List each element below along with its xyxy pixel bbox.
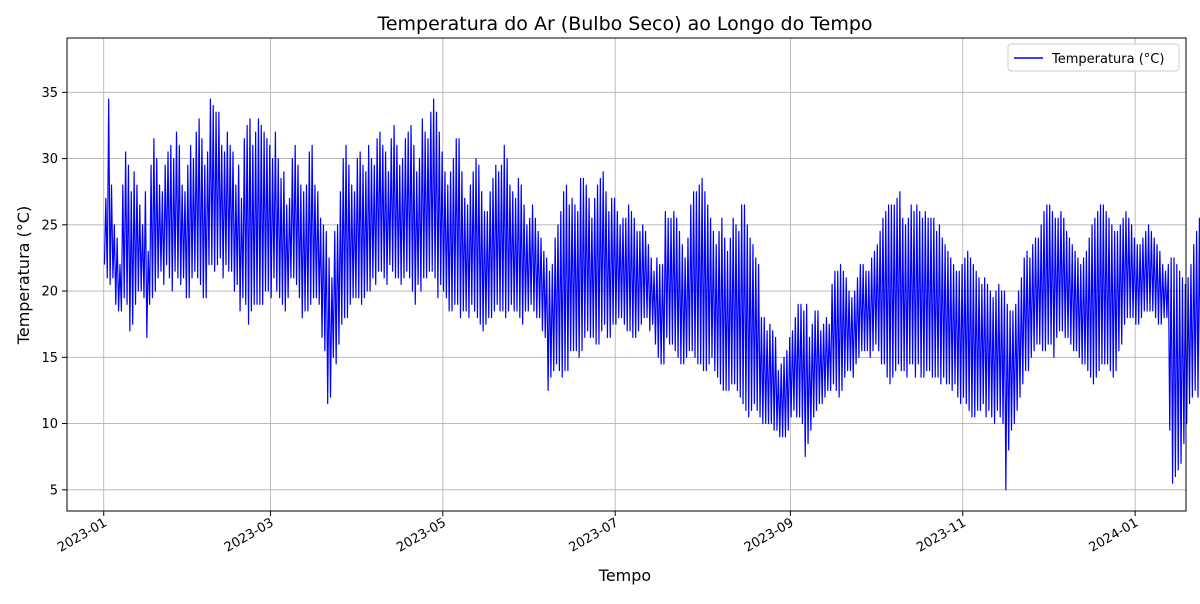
plot-area-frame: [66, 37, 1187, 512]
y-tick-label: 10: [41, 417, 58, 432]
x-axis-label: Tempo: [598, 566, 651, 585]
y-axis-label: Temperatura (°C): [14, 206, 33, 345]
legend-label: Temperatura (°C): [1051, 52, 1164, 67]
y-tick-label: 30: [41, 152, 58, 167]
y-tick-label: 35: [41, 86, 58, 101]
y-tick-label: 15: [41, 351, 58, 366]
y-tick-label: 5: [50, 483, 58, 498]
legend: Temperatura (°C): [1007, 43, 1180, 72]
legend-box: [1007, 43, 1180, 72]
series-line-temperatura: [103, 98, 1200, 491]
y-axis-ticks: 5 10 15 20 25 30 35: [41, 86, 67, 498]
chart-title: Temperatura do Ar (Bulbo Seco) ao Longo …: [376, 13, 872, 35]
y-tick-label: 20: [41, 285, 58, 300]
series-layer: [103, 98, 1200, 491]
y-tick-label: 25: [41, 218, 58, 233]
